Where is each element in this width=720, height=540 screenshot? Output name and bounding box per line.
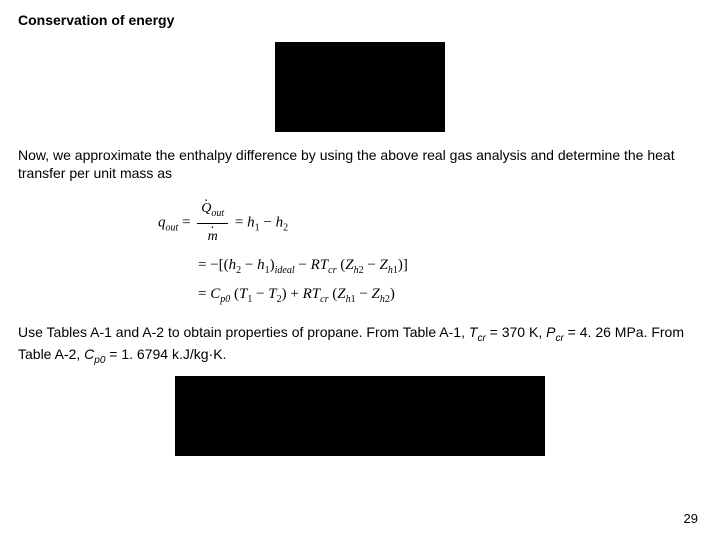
fraction-Q-over-m: Qout m <box>197 196 228 250</box>
Zh1c: Z <box>337 286 345 302</box>
T2: T <box>268 286 276 302</box>
mdot: m <box>208 224 218 251</box>
eq-line-1: qout = Qout m = h1 − h2 <box>158 196 702 250</box>
h2: h <box>276 215 284 231</box>
p2-a: Use Tables A-1 and A-2 to obtain propert… <box>18 324 469 340</box>
Tcr2-sub: cr <box>320 294 328 305</box>
redacted-box-2 <box>175 376 545 456</box>
Zh1c-1: 1 <box>351 294 356 305</box>
T-cr2: T <box>312 286 320 302</box>
qout-sub: out <box>166 223 179 234</box>
Pcr-sub-txt: cr <box>555 333 563 344</box>
Cp0-sym: C <box>84 346 94 362</box>
R: R <box>311 257 320 273</box>
page-number: 29 <box>684 511 698 526</box>
h1: h <box>247 215 255 231</box>
p2-d: = 1. 6794 k.J/kg·K. <box>105 346 226 362</box>
h1b: h <box>257 257 265 273</box>
h2b-sub: 2 <box>236 265 241 276</box>
Zh2-2: 2 <box>359 265 364 276</box>
redacted-box-1 <box>275 42 445 132</box>
eq-line-3: = Cp0 (T1 − T2) + RTcr (Zh1 − Zh2) <box>198 280 702 309</box>
Zh2: Z <box>345 257 353 273</box>
section-title: Conservation of energy <box>18 12 702 28</box>
Zh2c: Z <box>372 286 380 302</box>
equation-block: qout = Qout m = h1 − h2 = −[(h2 − h1)ide… <box>158 196 702 308</box>
T1-sub: 1 <box>247 294 252 305</box>
Tcr-sub-txt: cr <box>477 333 485 344</box>
Cp0: C <box>210 286 220 302</box>
eq-line-2: = −[(h2 − h1)ideal − RTcr (Zh2 − Zh1)] <box>198 251 702 280</box>
Tcr-sub: cr <box>328 265 336 276</box>
Cp0-sub: p0 <box>220 294 230 305</box>
Zh1: Z <box>380 257 388 273</box>
Cp0-sub-txt: p0 <box>94 354 105 365</box>
T: T <box>320 257 328 273</box>
q-symbol: q <box>158 215 166 231</box>
ideal-sub: ideal <box>275 265 295 276</box>
h1-sub: 1 <box>255 223 260 234</box>
paragraph-2: Use Tables A-1 and A-2 to obtain propert… <box>18 323 702 367</box>
p2-b: = 370 K, <box>486 324 546 340</box>
R2: R <box>303 286 312 302</box>
h2-sub: 2 <box>283 223 288 234</box>
paragraph-1: Now, we approximate the enthalpy differe… <box>18 146 702 182</box>
